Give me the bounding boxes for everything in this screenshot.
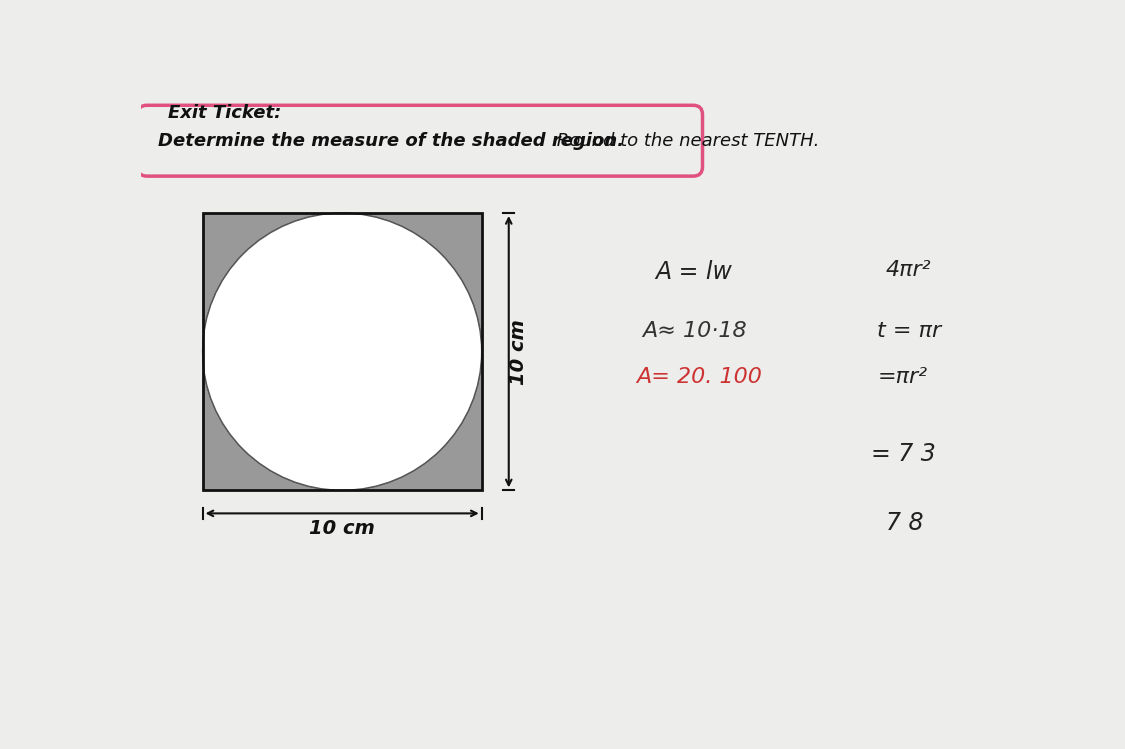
Text: Round to the nearest TENTH.: Round to the nearest TENTH. <box>551 132 820 150</box>
Text: Exit Ticket:: Exit Ticket: <box>168 104 281 122</box>
Text: A≈ 10·18: A≈ 10·18 <box>642 321 747 341</box>
Text: A = lw: A = lw <box>655 260 732 284</box>
Text: 10 cm: 10 cm <box>309 519 375 538</box>
Circle shape <box>202 213 482 491</box>
Bar <box>202 213 482 491</box>
Text: t = πr: t = πr <box>878 321 942 341</box>
Text: = 7 3: = 7 3 <box>871 442 936 466</box>
Circle shape <box>202 213 482 491</box>
Text: 4πr²: 4πr² <box>886 260 931 280</box>
Text: =πr²: =πr² <box>878 367 927 386</box>
Text: 7 8: 7 8 <box>886 511 924 535</box>
Text: 10 cm: 10 cm <box>508 319 528 385</box>
Text: A= 20. 100: A= 20. 100 <box>636 367 762 386</box>
Bar <box>202 213 482 491</box>
Text: Determine the measure of the shaded region.: Determine the measure of the shaded regi… <box>158 132 623 150</box>
